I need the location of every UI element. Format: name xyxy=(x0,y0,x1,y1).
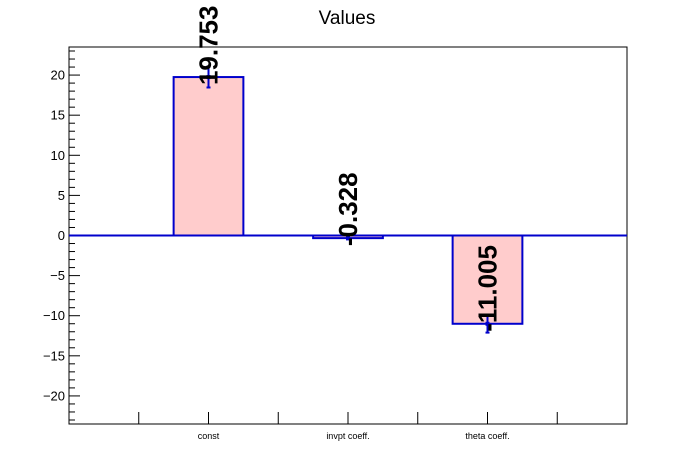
bar-marker xyxy=(485,321,490,326)
value-label: 19.753 xyxy=(194,6,224,86)
y-tick-label: −20 xyxy=(43,388,65,403)
bar xyxy=(172,76,245,237)
bars xyxy=(69,65,627,334)
x-axis: const invpt coeff. theta coeff. xyxy=(138,412,558,441)
bar-marker xyxy=(206,75,211,80)
value-label: -0.328 xyxy=(333,172,363,246)
y-tick-label: 10 xyxy=(51,148,65,163)
value-labels: 19.753 -0.328 -11.005 xyxy=(194,6,503,332)
y-tick-label: 15 xyxy=(51,108,65,123)
x-tick-label: const xyxy=(198,431,220,441)
y-tick-label: −15 xyxy=(43,348,65,363)
y-tick-label: 0 xyxy=(58,228,65,243)
y-tick-label: 20 xyxy=(51,68,65,83)
y-tick-label: −10 xyxy=(43,308,65,323)
x-tick-label: invpt coeff. xyxy=(326,431,369,441)
value-label: -11.005 xyxy=(473,245,503,332)
bar-marker xyxy=(346,236,350,241)
y-tick-label: −5 xyxy=(50,268,65,283)
x-tick-label: theta coeff. xyxy=(465,431,509,441)
y-tick-label: 5 xyxy=(58,188,65,203)
y-axis: −20 −15 −10 −5 0 5 10 15 20 xyxy=(43,50,80,421)
chart-title: Values xyxy=(319,8,376,29)
